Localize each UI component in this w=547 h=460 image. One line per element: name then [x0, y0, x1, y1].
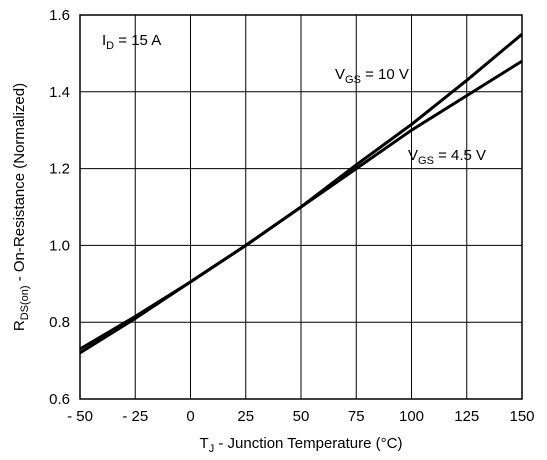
- x-tick-label: - 50: [67, 408, 93, 425]
- x-tick-label: 50: [293, 408, 310, 425]
- x-tick-label: - 25: [122, 408, 148, 425]
- x-tick-label: 25: [237, 408, 254, 425]
- x-tick-label: 125: [454, 408, 479, 425]
- series-label-vgs-10v: VGS = 10 V: [335, 66, 409, 86]
- series-lines: [79, 33, 523, 355]
- x-tick-labels: - 50 - 25 0 25 50 75 100 125 150: [67, 408, 534, 425]
- y-tick-label: 1.6: [49, 7, 70, 24]
- series-line-1: [79, 59, 523, 351]
- y-tick-label: 1.0: [49, 237, 70, 254]
- series-label-vgs-4-5v: VGS = 4.5 V: [408, 147, 486, 167]
- y-tick-label: 0.6: [49, 391, 70, 408]
- x-axis-label: TJ - Junction Temperature (°C): [200, 435, 403, 455]
- x-tick-label: 150: [509, 408, 534, 425]
- y-tick-label: 1.2: [49, 161, 70, 178]
- x-tick-label: 100: [399, 408, 424, 425]
- y-tick-label: 1.4: [49, 84, 70, 101]
- y-tick-label: 0.8: [49, 314, 70, 331]
- y-tick-labels: 0.6 0.8 1.0 1.2 1.4 1.6: [49, 7, 70, 408]
- y-axis-label: RDS(on) - On-Resistance (Normalized): [11, 83, 31, 331]
- x-tick-label: 0: [186, 408, 194, 425]
- plot-frame: [79, 14, 523, 400]
- drain-current-annotation: ID = 15 A: [102, 32, 161, 52]
- x-tick-label: 75: [348, 408, 365, 425]
